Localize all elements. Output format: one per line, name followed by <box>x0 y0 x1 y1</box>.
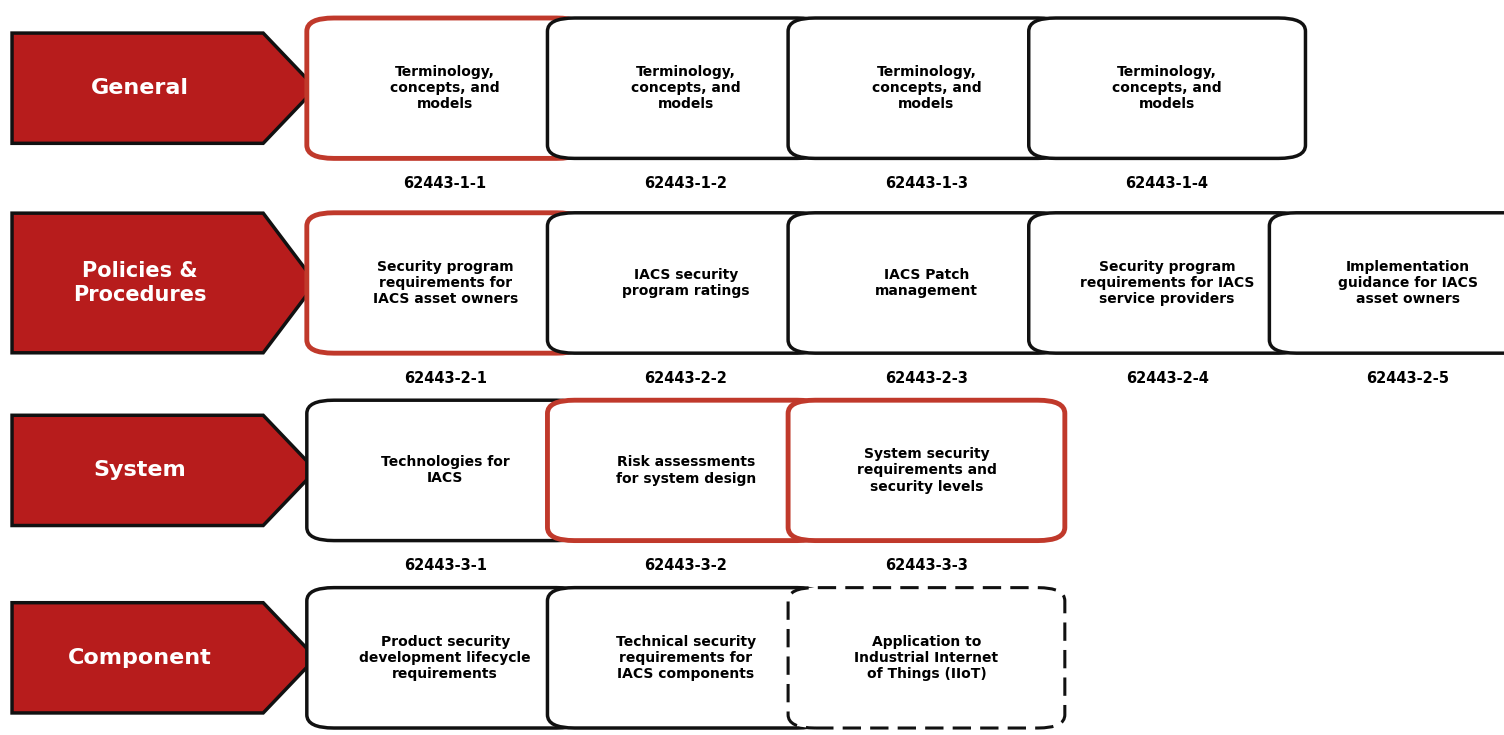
FancyBboxPatch shape <box>1029 18 1305 159</box>
FancyBboxPatch shape <box>307 213 584 354</box>
FancyBboxPatch shape <box>788 588 1065 728</box>
FancyBboxPatch shape <box>788 213 1065 354</box>
Text: Product security
development lifecycle
requirements: Product security development lifecycle r… <box>359 634 531 681</box>
Text: Security program
requirements for
IACS asset owners: Security program requirements for IACS a… <box>373 259 517 306</box>
FancyBboxPatch shape <box>1269 213 1504 354</box>
Text: Application to
Industrial Internet
of Things (IIoT): Application to Industrial Internet of Th… <box>854 634 999 681</box>
Text: Terminology,
concepts, and
models: Terminology, concepts, and models <box>391 65 499 112</box>
FancyBboxPatch shape <box>547 588 824 728</box>
Text: 62443-2-3: 62443-2-3 <box>884 370 969 386</box>
Text: Terminology,
concepts, and
models: Terminology, concepts, and models <box>1113 65 1221 112</box>
Text: Security program
requirements for IACS
service providers: Security program requirements for IACS s… <box>1080 259 1254 306</box>
FancyBboxPatch shape <box>547 18 824 159</box>
Polygon shape <box>12 33 316 143</box>
Text: 62443-1-3: 62443-1-3 <box>884 176 969 191</box>
FancyBboxPatch shape <box>1029 213 1305 354</box>
FancyBboxPatch shape <box>307 588 584 728</box>
Text: General: General <box>90 78 190 98</box>
Text: System security
requirements and
security levels: System security requirements and securit… <box>856 447 997 494</box>
Text: Terminology,
concepts, and
models: Terminology, concepts, and models <box>872 65 981 112</box>
Text: 62443-2-4: 62443-2-4 <box>1125 370 1209 386</box>
Text: IACS security
program ratings: IACS security program ratings <box>623 268 749 298</box>
Text: 62443-3-1: 62443-3-1 <box>403 558 487 573</box>
Text: Technical security
requirements for
IACS components: Technical security requirements for IACS… <box>615 634 757 681</box>
FancyBboxPatch shape <box>788 18 1065 159</box>
Text: 62443-1-1: 62443-1-1 <box>403 176 487 191</box>
Text: 62443-2-5: 62443-2-5 <box>1366 370 1450 386</box>
Text: 62443-2-1: 62443-2-1 <box>403 370 487 386</box>
Text: System: System <box>93 460 186 481</box>
Text: Risk assessments
for system design: Risk assessments for system design <box>615 455 757 486</box>
Text: Terminology,
concepts, and
models: Terminology, concepts, and models <box>632 65 740 112</box>
FancyBboxPatch shape <box>788 401 1065 541</box>
Text: 62443-3-3: 62443-3-3 <box>884 558 969 573</box>
Text: Policies &
Procedures: Policies & Procedures <box>74 262 206 304</box>
FancyBboxPatch shape <box>307 401 584 541</box>
FancyBboxPatch shape <box>547 401 824 541</box>
FancyBboxPatch shape <box>307 18 584 159</box>
Polygon shape <box>12 213 316 353</box>
Text: 62443-1-4: 62443-1-4 <box>1125 176 1209 191</box>
Text: Component: Component <box>68 648 212 668</box>
Text: 62443-1-2: 62443-1-2 <box>644 176 728 191</box>
Text: Implementation
guidance for IACS
asset owners: Implementation guidance for IACS asset o… <box>1337 259 1478 306</box>
Text: 62443-2-2: 62443-2-2 <box>644 370 728 386</box>
Text: 62443-3-2: 62443-3-2 <box>644 558 728 573</box>
Polygon shape <box>12 415 316 526</box>
Text: Technologies for
IACS: Technologies for IACS <box>381 455 510 486</box>
Polygon shape <box>12 603 316 713</box>
FancyBboxPatch shape <box>547 213 824 354</box>
Text: IACS Patch
management: IACS Patch management <box>875 268 978 298</box>
